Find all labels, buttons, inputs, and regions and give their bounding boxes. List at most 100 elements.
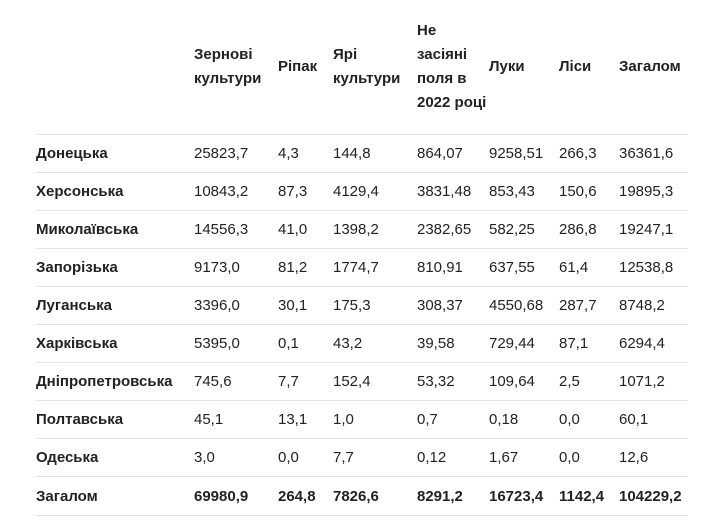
cell-unsown-fields: 0,7 <box>417 400 489 439</box>
cell-rapeseed: 87,3 <box>278 172 333 211</box>
cell-spring-crops: 152,4 <box>333 362 417 401</box>
table-row: Полтавська 45,1 13,1 1,0 0,7 0,18 0,0 60… <box>36 400 688 439</box>
cell-unsown-fields: 0,12 <box>417 438 489 477</box>
table-row: Дніпропетровська 745,6 7,7 152,4 53,32 1… <box>36 362 688 401</box>
total-grain: 69980,9 <box>194 476 278 516</box>
cell-unsown-fields: 810,91 <box>417 248 489 287</box>
cell-grain: 14556,3 <box>194 210 278 249</box>
cell-unsown-fields: 3831,48 <box>417 172 489 211</box>
cell-unsown-fields: 53,32 <box>417 362 489 401</box>
region-name: Харківська <box>36 324 194 363</box>
cell-spring-crops: 4129,4 <box>333 172 417 211</box>
cell-meadows: 582,25 <box>489 210 559 249</box>
cell-grain: 3396,0 <box>194 286 278 325</box>
cell-meadows: 0,18 <box>489 400 559 439</box>
cell-meadows: 853,43 <box>489 172 559 211</box>
cell-grain: 745,6 <box>194 362 278 401</box>
region-name: Одеська <box>36 438 194 477</box>
table-row: Донецька 25823,7 4,3 144,8 864,07 9258,5… <box>36 134 688 173</box>
cell-meadows: 9258,51 <box>489 134 559 173</box>
cell-rapeseed: 4,3 <box>278 134 333 173</box>
cell-grain: 25823,7 <box>194 134 278 173</box>
crop-area-table: Зернові культури Ріпак Ярі культури Не з… <box>36 0 688 516</box>
header-region <box>36 0 194 135</box>
cell-forests: 0,0 <box>559 438 619 477</box>
total-forests: 1142,4 <box>559 476 619 516</box>
cell-rapeseed: 30,1 <box>278 286 333 325</box>
region-name: Запорізька <box>36 248 194 287</box>
cell-forests: 0,0 <box>559 400 619 439</box>
cell-spring-crops: 43,2 <box>333 324 417 363</box>
cell-unsown-fields: 39,58 <box>417 324 489 363</box>
cell-unsown-fields: 2382,65 <box>417 210 489 249</box>
cell-spring-crops: 1774,7 <box>333 248 417 287</box>
cell-forests: 266,3 <box>559 134 619 173</box>
total-row: Загалом 69980,9 264,8 7826,6 8291,2 1672… <box>36 476 688 516</box>
total-rapeseed: 264,8 <box>278 476 333 516</box>
cell-spring-crops: 1,0 <box>333 400 417 439</box>
cell-unsown-fields: 308,37 <box>417 286 489 325</box>
cell-rapeseed: 13,1 <box>278 400 333 439</box>
header-unsown-fields: Не засіяні поля в 2022 році <box>417 0 489 135</box>
cell-total: 8748,2 <box>619 286 688 325</box>
cell-total: 12538,8 <box>619 248 688 287</box>
cell-total: 60,1 <box>619 400 688 439</box>
total-label: Загалом <box>36 476 194 516</box>
region-name: Луганська <box>36 286 194 325</box>
table-row: Харківська 5395,0 0,1 43,2 39,58 729,44 … <box>36 324 688 363</box>
table-row: Запорізька 9173,0 81,2 1774,7 810,91 637… <box>36 248 688 287</box>
header-spring-crops: Ярі культури <box>333 0 417 135</box>
header-forests: Ліси <box>559 0 619 135</box>
cell-total: 19247,1 <box>619 210 688 249</box>
region-name: Дніпропетровська <box>36 362 194 401</box>
cell-spring-crops: 175,3 <box>333 286 417 325</box>
table-row: Херсонська 10843,2 87,3 4129,4 3831,48 8… <box>36 172 688 211</box>
cell-forests: 2,5 <box>559 362 619 401</box>
cell-spring-crops: 144,8 <box>333 134 417 173</box>
header-grain: Зернові культури <box>194 0 278 135</box>
cell-rapeseed: 81,2 <box>278 248 333 287</box>
cell-meadows: 4550,68 <box>489 286 559 325</box>
header-meadows: Луки <box>489 0 559 135</box>
header-total: Загалом <box>619 0 688 135</box>
cell-meadows: 1,67 <box>489 438 559 477</box>
region-name: Донецька <box>36 134 194 173</box>
cell-forests: 150,6 <box>559 172 619 211</box>
cell-total: 36361,6 <box>619 134 688 173</box>
cell-unsown-fields: 864,07 <box>417 134 489 173</box>
cell-forests: 286,8 <box>559 210 619 249</box>
table-row: Луганська 3396,0 30,1 175,3 308,37 4550,… <box>36 286 688 325</box>
cell-total: 19895,3 <box>619 172 688 211</box>
cell-total: 1071,2 <box>619 362 688 401</box>
total-overall: 104229,2 <box>619 476 688 516</box>
cell-grain: 9173,0 <box>194 248 278 287</box>
cell-meadows: 109,64 <box>489 362 559 401</box>
cell-grain: 5395,0 <box>194 324 278 363</box>
cell-grain: 10843,2 <box>194 172 278 211</box>
cell-spring-crops: 1398,2 <box>333 210 417 249</box>
cell-rapeseed: 41,0 <box>278 210 333 249</box>
cell-forests: 61,4 <box>559 248 619 287</box>
cell-total: 12,6 <box>619 438 688 477</box>
table-row: Одеська 3,0 0,0 7,7 0,12 1,67 0,0 12,6 <box>36 438 688 477</box>
cell-rapeseed: 7,7 <box>278 362 333 401</box>
cell-spring-crops: 7,7 <box>333 438 417 477</box>
region-name: Миколаївська <box>36 210 194 249</box>
total-unsown-fields: 8291,2 <box>417 476 489 516</box>
header-rapeseed: Ріпак <box>278 0 333 135</box>
region-name: Полтавська <box>36 400 194 439</box>
cell-rapeseed: 0,1 <box>278 324 333 363</box>
header-row: Зернові культури Ріпак Ярі культури Не з… <box>36 0 688 135</box>
cell-rapeseed: 0,0 <box>278 438 333 477</box>
total-meadows: 16723,4 <box>489 476 559 516</box>
cell-meadows: 637,55 <box>489 248 559 287</box>
total-spring-crops: 7826,6 <box>333 476 417 516</box>
region-name: Херсонська <box>36 172 194 211</box>
cell-forests: 87,1 <box>559 324 619 363</box>
table-row: Миколаївська 14556,3 41,0 1398,2 2382,65… <box>36 210 688 249</box>
cell-forests: 287,7 <box>559 286 619 325</box>
cell-total: 6294,4 <box>619 324 688 363</box>
cell-meadows: 729,44 <box>489 324 559 363</box>
cell-grain: 3,0 <box>194 438 278 477</box>
cell-grain: 45,1 <box>194 400 278 439</box>
